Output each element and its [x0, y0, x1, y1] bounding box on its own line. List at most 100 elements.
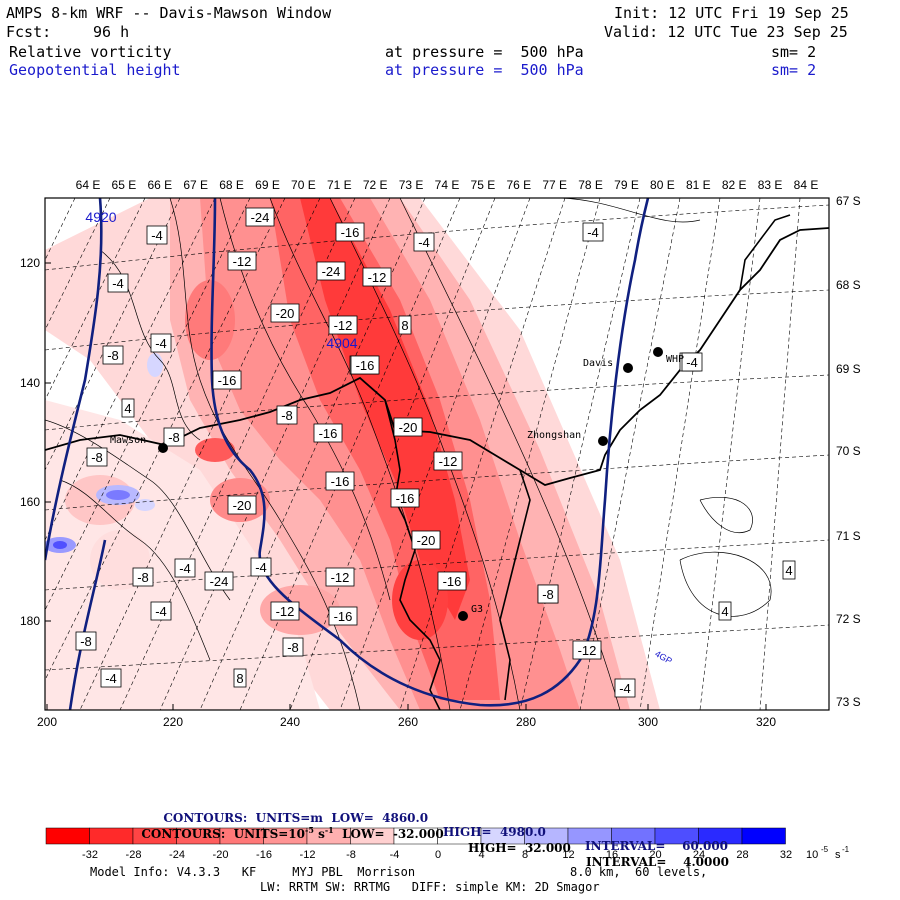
- vorticity-label: 4: [718, 601, 732, 621]
- svg-text:-24: -24: [251, 210, 270, 225]
- station-mawson: Mawson: [110, 435, 168, 453]
- station-davis: Davis: [583, 358, 633, 373]
- field2-smoothing: sm= 2: [771, 61, 817, 79]
- station-whp: WHP: [653, 347, 684, 365]
- svg-text:-4: -4: [418, 235, 430, 250]
- svg-text:8: 8: [236, 671, 243, 686]
- lon-label: 67 E: [183, 178, 208, 192]
- station-g3: G3: [458, 604, 483, 621]
- vorticity-label: -16: [335, 222, 365, 242]
- colorbar-swatch: [741, 827, 786, 845]
- colorbar-label: -16: [256, 849, 272, 861]
- vorticity-label: -12: [433, 451, 463, 471]
- vorticity-label: -16: [325, 471, 355, 491]
- lon-label: 79 E: [614, 178, 639, 192]
- vorticity-label: -8: [537, 584, 559, 604]
- forecast-label: Fcst:: [6, 23, 52, 41]
- colorbar-label: -20: [213, 849, 229, 861]
- lon-label: 77 E: [542, 178, 567, 192]
- stations: Davis Mawson Zhongshan WHP G3: [110, 347, 684, 621]
- svg-text:-16: -16: [331, 474, 350, 489]
- svg-text:-8: -8: [281, 408, 293, 423]
- colorbar-swatch: [45, 827, 90, 845]
- lon-label: 69 E: [255, 178, 280, 192]
- svg-text:-8: -8: [107, 348, 119, 363]
- y-tick-label: 160: [20, 495, 40, 509]
- svg-text:-8: -8: [137, 570, 149, 585]
- colorbar-units-exponent: -5: [821, 845, 829, 854]
- vorticity-label: -12: [362, 267, 392, 287]
- x-tick-label: 320: [756, 715, 776, 729]
- vorticity-label: -16: [328, 606, 358, 626]
- svg-text:-4: -4: [587, 225, 599, 240]
- lon-label: 84 E: [794, 178, 819, 192]
- lon-label: 68 E: [219, 178, 244, 192]
- svg-text:-16: -16: [396, 491, 415, 506]
- colorbar-label: -8: [346, 849, 356, 861]
- lon-label: 78 E: [578, 178, 603, 192]
- svg-text:-16: -16: [356, 358, 375, 373]
- svg-text:-12: -12: [331, 570, 350, 585]
- vorticity-label: -16: [313, 423, 343, 443]
- svg-text:-12: -12: [334, 318, 353, 333]
- model-info: Model Info: V4.3.3 KF MYJ PBL Morrison: [90, 865, 416, 879]
- colorbar-label: 20: [649, 849, 661, 861]
- colorbar-label: 12: [562, 849, 574, 861]
- colorbar-label: 32: [780, 849, 792, 861]
- vorticity-label: -4: [250, 557, 272, 577]
- lon-label: 76 E: [506, 178, 531, 192]
- vorticity-label: -12: [325, 567, 355, 587]
- colorbar-swatch: [89, 827, 134, 845]
- vorticity-label: -16: [350, 355, 380, 375]
- svg-text:-8: -8: [91, 450, 103, 465]
- parallels: [45, 204, 829, 671]
- latitude-labels: 67 S 68 S 69 S 70 S 71 S 72 S 73 S: [836, 194, 861, 709]
- svg-text:-8: -8: [80, 634, 92, 649]
- svg-text:WHP: WHP: [666, 354, 684, 365]
- svg-text:-12: -12: [233, 254, 252, 269]
- svg-text:-4: -4: [105, 671, 117, 686]
- vorticity-label: -12: [328, 315, 358, 335]
- height-label: 4920: [85, 209, 116, 225]
- lat-label: 73 S: [836, 695, 861, 709]
- svg-text:-24: -24: [322, 264, 341, 279]
- field1-name: Relative vorticity: [9, 43, 172, 61]
- y-tick-label: 180: [20, 614, 40, 628]
- colorbar-label: -32: [82, 849, 98, 861]
- x-axis-ticks: 200 220 240 260 280 300 320: [37, 704, 776, 729]
- svg-text:4: 4: [721, 604, 728, 619]
- x-tick-label: 260: [398, 715, 418, 729]
- field2-level: at pressure = 500 hPa: [385, 61, 584, 79]
- contour-info-height: CONTOURS: UNITS=m LOW= 4860.0 HIGH= 4980…: [163, 811, 729, 853]
- vorticity-label: -4: [614, 678, 636, 698]
- x-tick-label: 280: [516, 715, 536, 729]
- colorbar-label: -24: [169, 849, 185, 861]
- colorbar-label: 8: [522, 849, 528, 861]
- lat-label: 68 S: [836, 278, 861, 292]
- vorticity-label: -4: [146, 225, 168, 245]
- vorticity-label: -24: [204, 571, 234, 591]
- vorticity-label: -12: [270, 601, 300, 621]
- colorbar-label: -4: [390, 849, 400, 861]
- svg-text:-8: -8: [168, 430, 180, 445]
- lon-label: 72 E: [363, 178, 388, 192]
- resolution-info: 8.0 km, 60 levels,: [570, 865, 708, 879]
- svg-text:-20: -20: [417, 533, 436, 548]
- x-tick-label: 240: [280, 715, 300, 729]
- field1-level: at pressure = 500 hPa: [385, 43, 584, 61]
- lon-label: 71 E: [327, 178, 352, 192]
- map-frame: [44, 197, 830, 711]
- valid-time: Valid: 12 UTC Tue 23 Sep 25: [604, 23, 848, 41]
- vorticity-label: -24: [245, 207, 275, 227]
- svg-text:-12: -12: [439, 454, 458, 469]
- vorticity-labels: -24 -16 -4 -4 -4 -12 -24 -12 -4 8 -20 -12 -8 -4 -16 -16…: [75, 207, 796, 698]
- contour-info-vorticity: CONTOURS: UNITS=10-5 s-1 LOW= -32.000 HI…: [141, 825, 730, 869]
- svg-text:-4: -4: [255, 560, 267, 575]
- meridians: [45, 198, 801, 710]
- svg-text:-12: -12: [578, 643, 597, 658]
- lat-label: 71 S: [836, 529, 861, 543]
- colorbar-units-exponent2: -1: [842, 845, 850, 854]
- lon-label: 73 E: [399, 178, 424, 192]
- vorticity-label: -20: [411, 530, 441, 550]
- vorticity-label: 4: [121, 398, 135, 418]
